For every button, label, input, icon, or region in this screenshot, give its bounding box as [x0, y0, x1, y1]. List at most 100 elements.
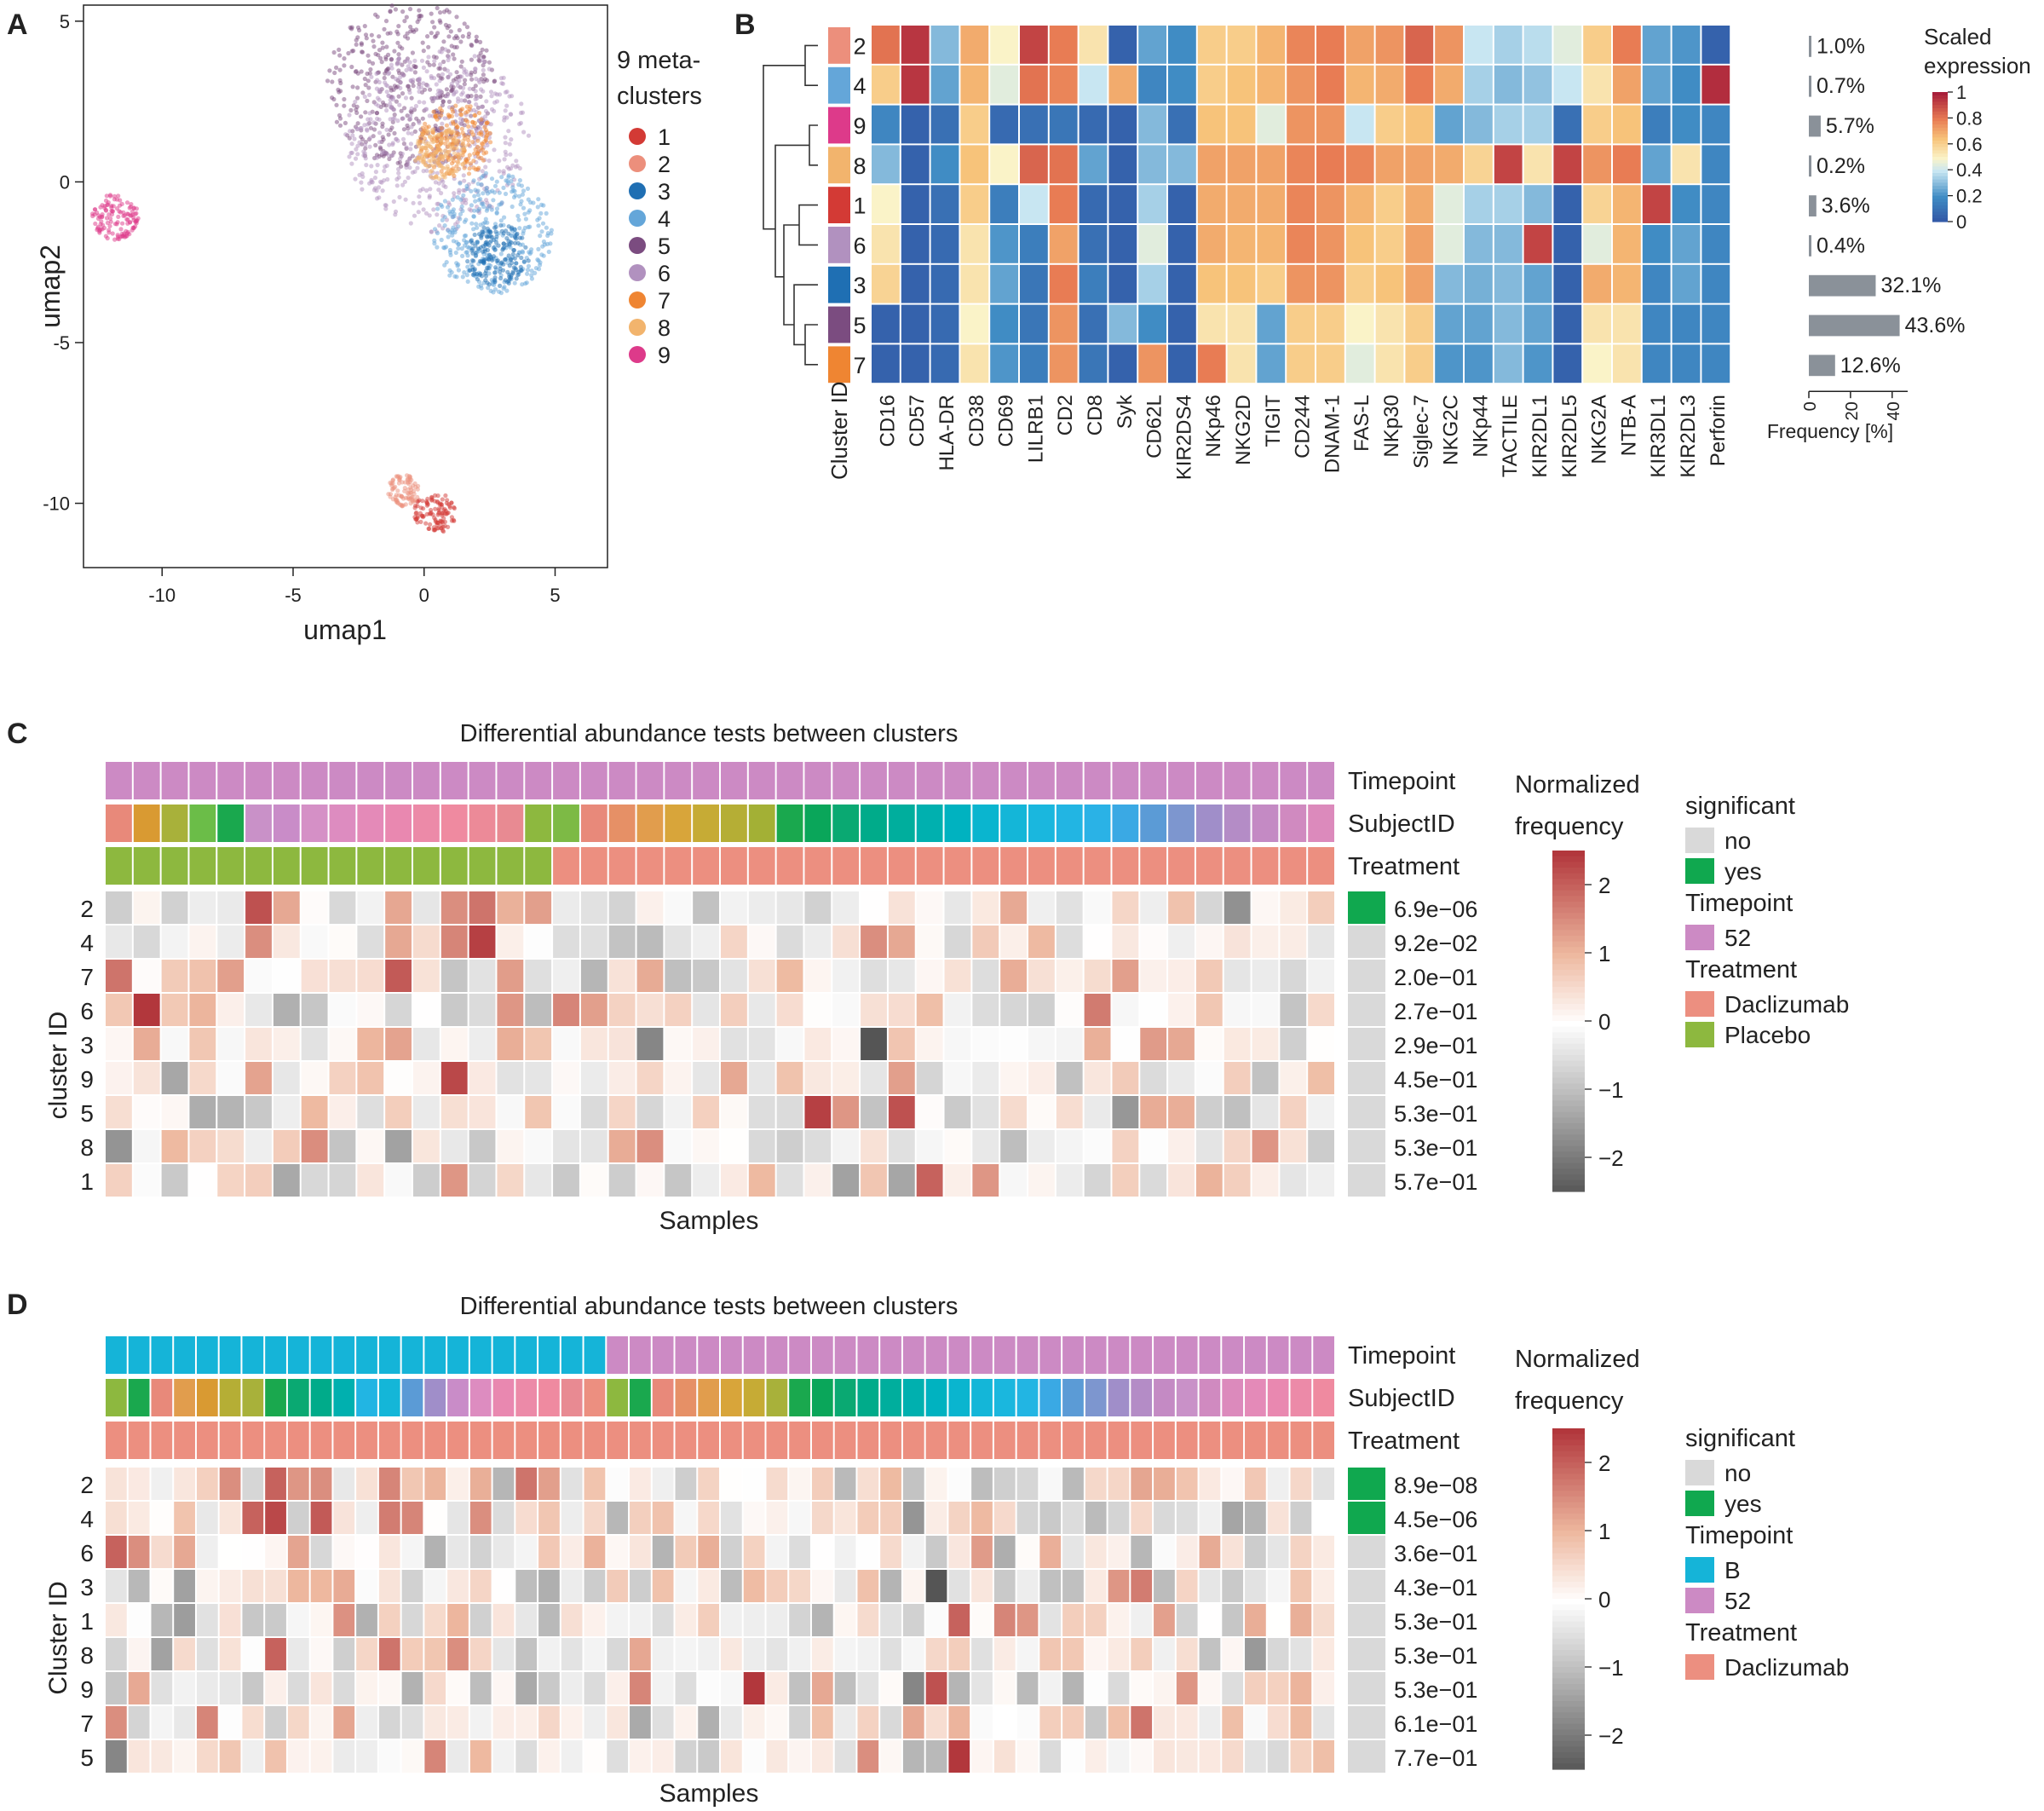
umap-point [367, 144, 372, 149]
subject-annotation-cell [861, 805, 887, 842]
abundance-cell [804, 960, 832, 992]
umap-point [478, 39, 483, 45]
significance-box-7 [1348, 960, 1385, 992]
umap-point [346, 50, 351, 56]
cluster-row-label-1: 1 [80, 1608, 94, 1635]
abundance-cell [245, 994, 272, 1026]
umap-point [474, 101, 479, 107]
umap-point [371, 120, 377, 125]
abundance-cell [333, 1570, 355, 1602]
subject-annotation-cell [693, 805, 719, 842]
umap-point [462, 270, 467, 275]
subject-annotation-cell [1140, 805, 1167, 842]
expression-cell-7-LILRB1 [1020, 344, 1048, 384]
significance-box-6 [1348, 994, 1385, 1026]
abundance-cell [1252, 1164, 1279, 1197]
timepoint-annotation-cell [1252, 762, 1279, 799]
umap-point [485, 142, 490, 147]
abundance-cell [721, 994, 747, 1026]
umap-point [394, 99, 399, 104]
umap-point [456, 84, 461, 89]
umap-point [506, 231, 511, 236]
umap-point [483, 164, 488, 170]
umap-point [124, 200, 130, 205]
expression-cell-3-CD62L [1138, 264, 1166, 303]
umap-point [481, 158, 487, 163]
umap-point [401, 141, 406, 147]
abundance-cell [447, 1604, 469, 1636]
abundance-cell [766, 1706, 788, 1739]
treatment-annotation-cell [106, 847, 132, 885]
abundance-cell [515, 1604, 538, 1636]
umap-point [359, 42, 364, 47]
umap-point [492, 270, 498, 275]
pvalue-label-5: 5.3e−01 [1394, 1101, 1477, 1127]
umap-point [406, 157, 412, 162]
cluster-row-label-6: 6 [80, 1540, 94, 1566]
expression-cell-9-CD38 [960, 105, 989, 144]
abundance-cell [1168, 891, 1195, 924]
subject-annotation-cell [515, 1379, 538, 1416]
abundance-cell [1140, 1164, 1167, 1197]
umap-point [359, 180, 364, 185]
expression-cell-8-Perforin [1701, 145, 1730, 184]
expression-cell-8-KIR3DL1 [1642, 145, 1671, 184]
abundance-cell [1252, 1028, 1279, 1060]
subject-annotation-cell [128, 1379, 150, 1416]
umap-point [107, 228, 112, 233]
subject-annotation-cell [1000, 805, 1027, 842]
abundance-cell [857, 1604, 879, 1636]
umap-point [390, 487, 395, 493]
subject-annotation-cell [356, 1379, 377, 1416]
expression-cell-9-CD69 [990, 105, 1018, 144]
abundance-cell [301, 994, 328, 1026]
abundance-cell [378, 1468, 400, 1500]
expression-cell-1-NKG2A [1583, 185, 1611, 223]
abundance-cell [743, 1536, 765, 1568]
treatment-annotation-cell [273, 847, 300, 885]
abundance-cell [721, 1502, 742, 1534]
abundance-cell [916, 891, 943, 924]
umap-point [462, 21, 467, 26]
abundance-cell [1056, 1028, 1083, 1060]
abundance-cell [1108, 1604, 1130, 1636]
umap-point [409, 131, 415, 136]
umap-point [464, 273, 469, 278]
umap-point [481, 67, 486, 72]
umap-point [476, 54, 481, 59]
umap-point [334, 119, 339, 124]
subject-annotation-cell [972, 805, 999, 842]
umap-point [104, 216, 110, 221]
umap-point [521, 188, 527, 193]
expression-cell-5-TIGIT [1257, 304, 1286, 343]
expression-cell-7-CD38 [960, 344, 989, 384]
umap-point [474, 34, 479, 39]
abundance-cell [652, 1604, 674, 1636]
abundance-cell [948, 1570, 970, 1602]
subject-annotation-cell [776, 805, 803, 842]
normalized-frequency-colorbar-step [1552, 1123, 1585, 1130]
expression-cell-4-CD244 [1287, 65, 1315, 104]
umap-point [510, 185, 515, 190]
abundance-cell [1039, 1740, 1062, 1773]
umap-point [389, 62, 394, 67]
abundance-cell [1308, 926, 1334, 958]
cluster-row-label-6: 6 [80, 998, 94, 1024]
abundance-cell [196, 1638, 218, 1670]
umap-point [467, 268, 473, 273]
umap-point [438, 138, 444, 143]
umap-point [473, 66, 478, 72]
legend-significant-swatch-yes [1685, 1491, 1714, 1516]
abundance-cell [106, 1740, 127, 1773]
frequency-axis-label: Frequency [%] [1767, 420, 1893, 442]
umap-point [432, 134, 437, 139]
umap-point [404, 145, 409, 150]
umap-point [445, 164, 450, 169]
abundance-cell [161, 1130, 188, 1162]
abundance-cell [608, 960, 636, 992]
abundance-cell [1140, 891, 1167, 924]
umap-point [494, 210, 499, 215]
timepoint-annotation-cell [916, 762, 943, 799]
expression-cell-5-FAS-L [1345, 304, 1374, 343]
abundance-cell [106, 1672, 127, 1704]
